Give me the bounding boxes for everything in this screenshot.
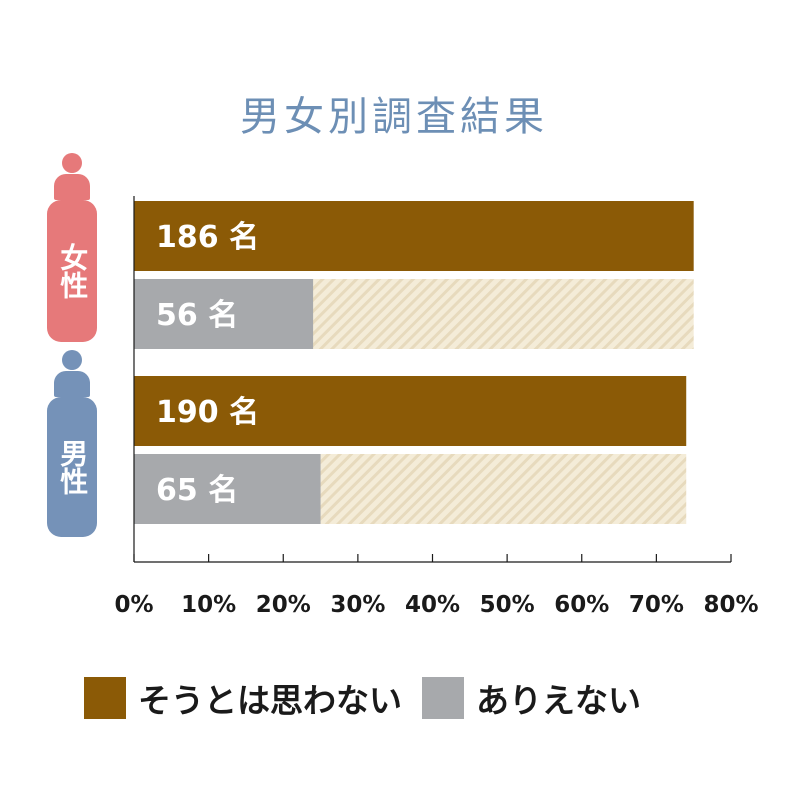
male-label: 男性 — [56, 439, 90, 495]
bar-disagree — [134, 201, 694, 271]
x-tick-label: 30% — [330, 592, 385, 618]
x-tick-label: 10% — [181, 592, 236, 618]
bar-count-label: 65 名 — [156, 473, 238, 508]
legend-swatch-disagree — [84, 677, 126, 719]
female-shoulder — [54, 174, 90, 200]
x-tick-label: 40% — [405, 592, 460, 618]
legend-swatch-impossible — [422, 677, 464, 719]
legend-label-impossible: ありえない — [476, 681, 641, 720]
x-tick-label: 0% — [114, 592, 153, 618]
x-tick-label: 50% — [480, 592, 535, 618]
x-tick-label: 20% — [256, 592, 311, 618]
bar-count-label: 56 名 — [156, 298, 238, 333]
female-label: 女性 — [56, 243, 90, 299]
x-tick-label: 70% — [629, 592, 684, 618]
female-label-body: 女性 — [47, 200, 97, 342]
bar-impossible — [134, 454, 321, 524]
bar-disagree — [134, 376, 687, 446]
bar-impossible — [134, 279, 314, 349]
female-person-icon — [62, 153, 82, 173]
x-tick-label: 80% — [703, 592, 758, 618]
bar-count-label: 190 名 — [156, 395, 259, 430]
legend-label-disagree: そうとは思わない — [138, 681, 402, 720]
legend: そうとは思わない ありえない — [84, 674, 641, 722]
male-label-body: 男性 — [47, 397, 97, 537]
male-person-icon — [62, 350, 82, 370]
bar-count-label: 186 名 — [156, 220, 259, 255]
chart-title: 男女別調査結果 — [240, 94, 548, 140]
x-tick-label: 60% — [554, 592, 609, 618]
male-shoulder — [54, 371, 90, 397]
